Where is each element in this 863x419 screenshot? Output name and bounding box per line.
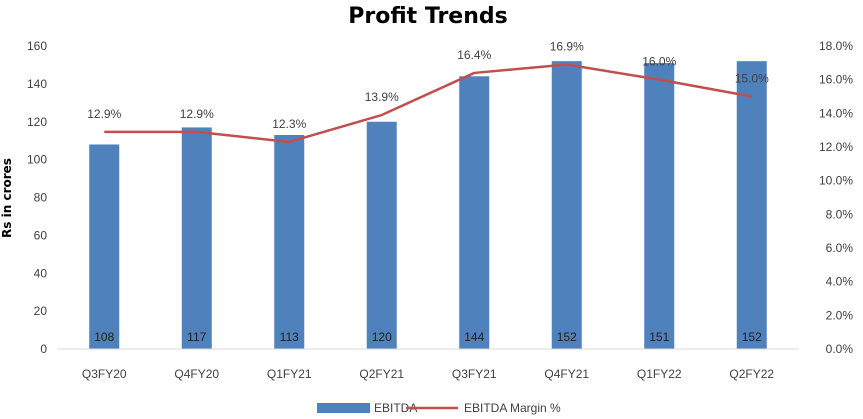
margin-data-label: 12.9%: [180, 107, 214, 121]
ebitda-bar: [274, 135, 305, 349]
margin-data-label: 16.4%: [457, 48, 491, 62]
x-axis-ticks: Q3FY20 Q4FY20 Q1FY21 Q2FY21 Q3FY21 Q4FY21 Q1FY…: [82, 367, 775, 381]
legend: EBITDA EBITDA Margin %: [317, 401, 561, 415]
ebitda-bar-label: 144: [464, 330, 484, 344]
x-tick-label: Q2FY21: [359, 367, 404, 381]
y2-tick-label: 18.0%: [819, 39, 853, 53]
y-tick-label: 140: [27, 77, 47, 91]
y-tick-label: 100: [27, 153, 47, 167]
y-tick-label: 60: [34, 228, 48, 242]
y-tick-label: 160: [27, 39, 47, 53]
y-tick-label: 80: [34, 191, 48, 205]
margin-data-label: 12.9%: [87, 107, 121, 121]
margin-data-label: 15.0%: [735, 72, 769, 86]
margin-data-labels: 12.9% 12.9% 12.3% 13.9% 16.4% 16.9% 16.0% 15.0%: [87, 40, 769, 131]
ebitda-bar-label: 151: [649, 330, 669, 344]
margin-data-label: 16.9%: [550, 40, 584, 54]
ebitda-bar: [736, 61, 767, 350]
ebitda-bar-label: 152: [742, 330, 762, 344]
y2-tick-label: 14.0%: [819, 106, 853, 120]
ebitda-bar: [181, 127, 212, 350]
y2-tick-label: 0.0%: [826, 342, 854, 356]
x-tick-label: Q1FY21: [267, 367, 312, 381]
legend-ebitda-swatch: [317, 403, 370, 413]
ebitda-bar: [551, 61, 582, 350]
y-tick-label: 40: [34, 266, 48, 280]
y2-tick-label: 10.0%: [819, 174, 853, 188]
ebitda-bar: [366, 121, 397, 349]
y2-tick-label: 16.0%: [819, 73, 853, 87]
bar-data-labels: 108 117 113 120 144 152 151 152: [94, 330, 762, 344]
x-tick-label: Q3FY21: [452, 367, 497, 381]
y-tick-label: 120: [27, 115, 47, 129]
legend-margin-label: EBITDA Margin %: [464, 401, 561, 415]
x-tick-label: Q3FY20: [82, 367, 127, 381]
legend-ebitda-label: EBITDA: [374, 401, 417, 415]
y2-axis-ticks: 0.0% 2.0% 4.0% 6.0% 8.0% 10.0% 12.0% 14.0% 16.0%…: [819, 39, 853, 356]
y2-tick-label: 8.0%: [826, 207, 854, 221]
ebitda-bar-label: 120: [372, 330, 392, 344]
ebitda-bar-label: 113: [280, 330, 299, 344]
ebitda-bar-label: 108: [94, 330, 114, 344]
y2-tick-label: 2.0%: [826, 308, 854, 322]
y2-tick-label: 12.0%: [819, 140, 853, 154]
chart-title: Profit Trends: [348, 4, 507, 29]
x-tick-label: Q4FY20: [174, 367, 219, 381]
y-axis-label: Rs in crores: [0, 158, 14, 238]
ebitda-bar: [459, 76, 490, 350]
y2-tick-label: 4.0%: [826, 275, 854, 289]
margin-data-label: 12.3%: [272, 117, 306, 131]
x-tick-label: Q1FY22: [637, 367, 682, 381]
margin-data-label: 13.9%: [365, 90, 399, 104]
margin-data-label: 16.0%: [642, 55, 676, 69]
ebitda-bar-label: 152: [557, 330, 577, 344]
y-tick-label: 0: [40, 342, 47, 356]
ebitda-bar-label: 117: [187, 330, 206, 344]
ebitda-margin-line: [104, 63, 752, 144]
y-tick-label: 20: [34, 304, 48, 318]
ebitda-bars: [89, 61, 767, 350]
ebitda-bar: [644, 63, 675, 349]
x-tick-label: Q4FY21: [544, 367, 589, 381]
ebitda-bar: [89, 144, 120, 349]
x-tick-label: Q2FY22: [729, 367, 774, 381]
y-axis-ticks: 0 20 40 60 80 100 120 140 160: [27, 39, 47, 356]
y2-tick-label: 6.0%: [826, 241, 854, 255]
